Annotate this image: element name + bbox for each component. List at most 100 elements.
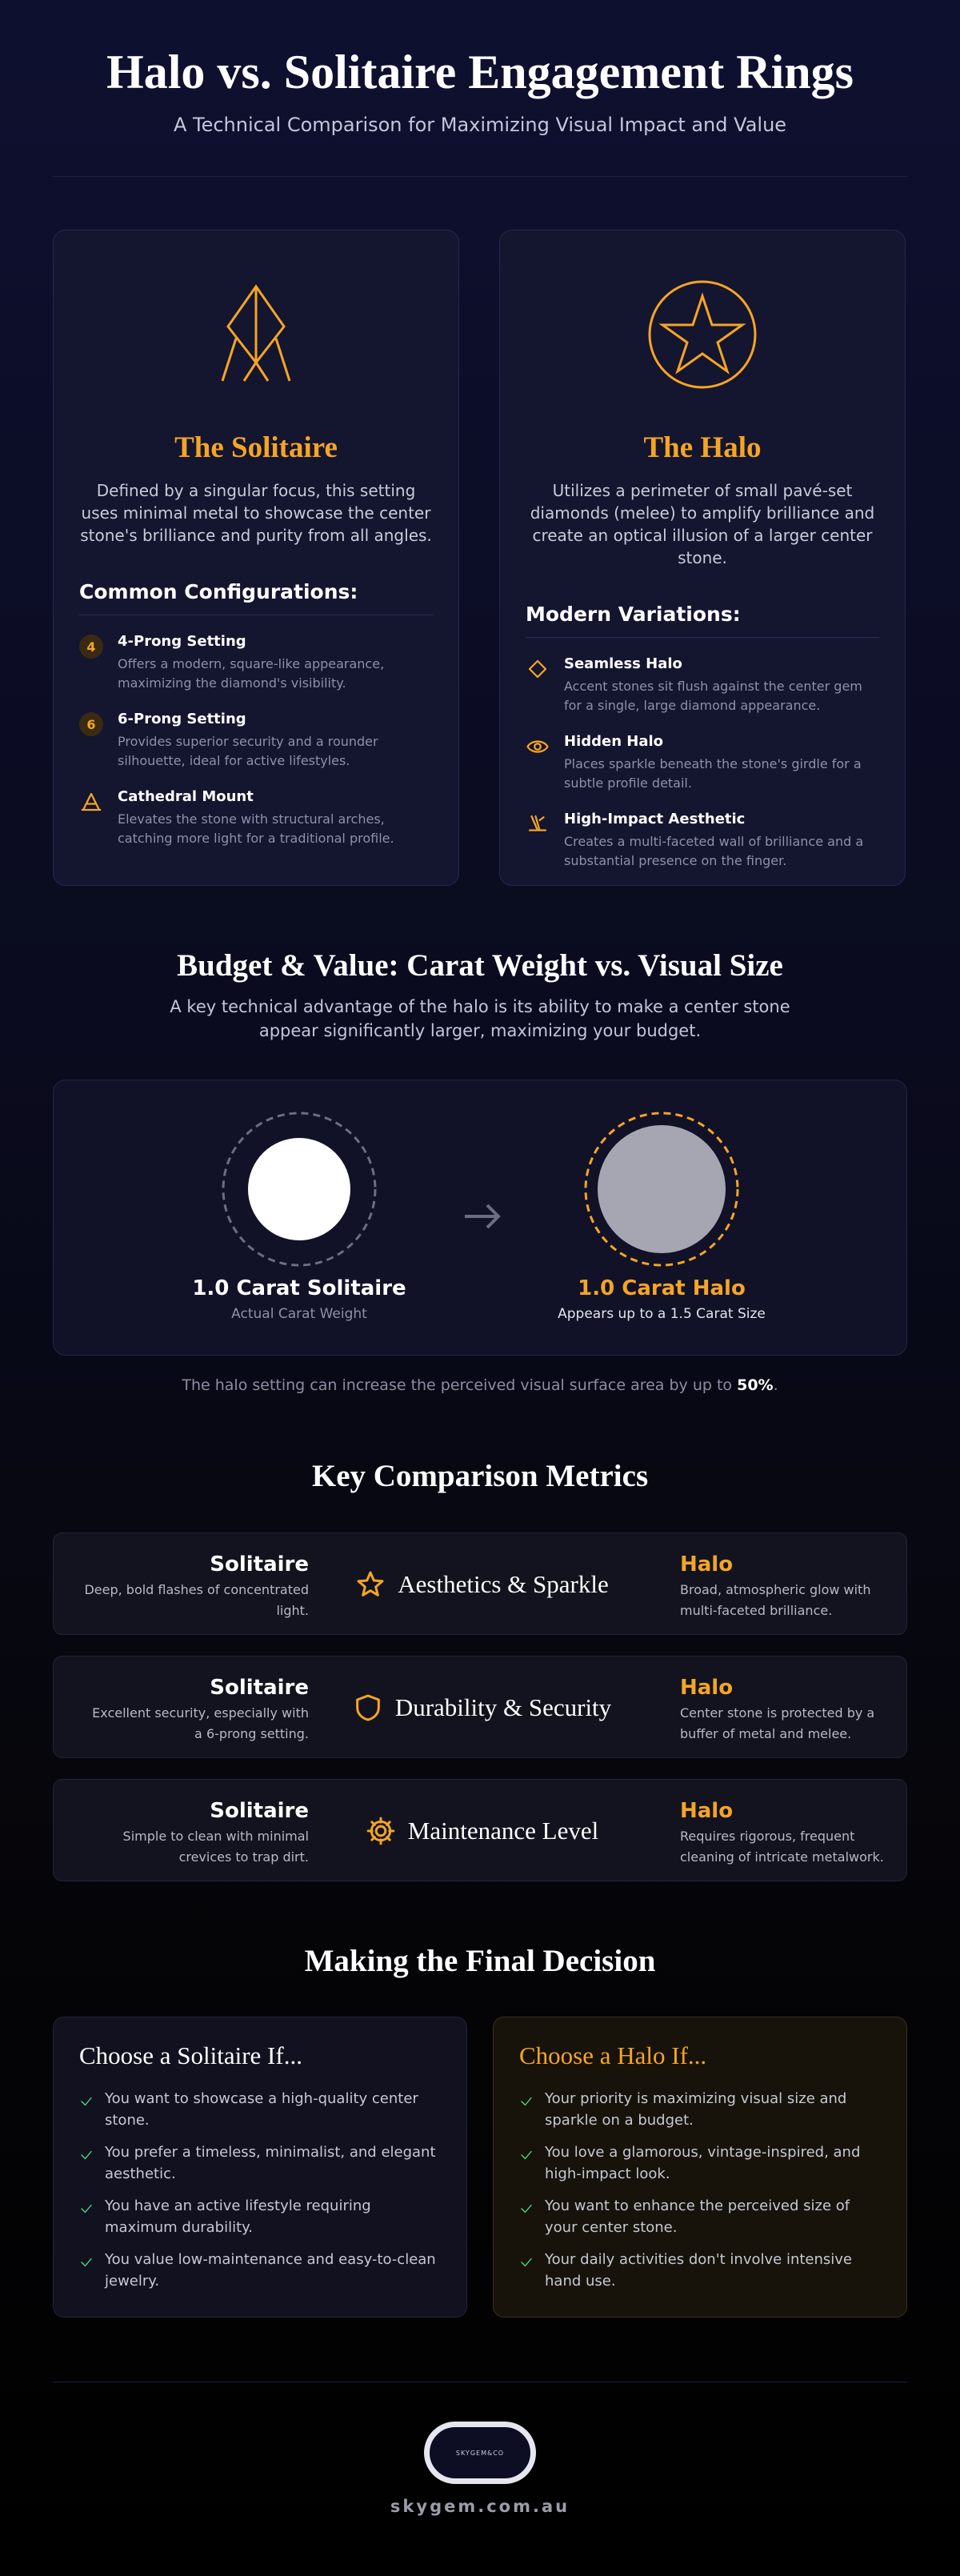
- metric-name: Aesthetics & Sparkle: [294, 1533, 670, 1636]
- icon: [521, 2204, 532, 2213]
- solitaire-decision-card: Choose a Solitaire If... You want to sho…: [53, 2017, 467, 2318]
- variation-list: Seamless Halo Accent stones sit flush aga…: [526, 655, 879, 871]
- icon: [81, 792, 102, 811]
- side-text: Excellent security, especially with a 6-…: [92, 1705, 309, 1741]
- subtitle: A Technical Comparison for Maximizing Vi…: [173, 114, 787, 136]
- halo-label: 1.0 Carat Halo: [578, 1276, 746, 1300]
- list-item: 6 6-Prong Setting Provides superior securi…: [79, 711, 433, 771]
- metric-label: Aesthetics & Sparkle: [398, 1570, 609, 1598]
- metric-row: Solitaire Excellent security, especially …: [53, 1656, 907, 1758]
- card-title: The Solitaire: [174, 431, 338, 464]
- decision-text: You want to showcase a high-quality cent…: [105, 2090, 418, 2129]
- halo-side: Halo Broad, atmospheric glow with multi-f…: [680, 1533, 896, 1621]
- decision-item: You prefer a timeless, minimalist, and e…: [79, 2141, 441, 2185]
- decision-item: You value low-maintenance and easy-to-cl…: [79, 2249, 441, 2292]
- decision-title: Choose a Halo If...: [519, 2041, 707, 2069]
- solitaire-side: Solitaire Simple to clean with minimal cr…: [81, 1780, 309, 1868]
- side-text: Deep, bold flashes of concentrated light…: [84, 1582, 309, 1618]
- note-end: .: [773, 1376, 778, 1394]
- side-title: Halo: [680, 1799, 734, 1823]
- badge: 4: [79, 635, 103, 659]
- icon: [528, 659, 547, 679]
- decision-item: Your daily activities don't involve inte…: [519, 2249, 881, 2292]
- list-title: Common Configurations:: [79, 580, 433, 615]
- item-text: Provides superior security and a rounder…: [118, 734, 378, 768]
- list-item: 4 4-Prong Setting Offers a modern, square-…: [79, 633, 433, 693]
- icon: [521, 2258, 532, 2267]
- badge: 6: [79, 712, 103, 736]
- logo-text: SKYGEM&CO: [455, 2449, 505, 2457]
- icon: [521, 2097, 532, 2106]
- item-body: 6-Prong Setting Provides superior securit…: [118, 711, 433, 771]
- solitaire-icon: [221, 284, 291, 382]
- side-text: Center stone is protected by a buffer of…: [680, 1705, 875, 1741]
- page-title: Halo vs. Solitaire Engagement Rings: [106, 46, 854, 98]
- side-title: Halo: [680, 1552, 734, 1576]
- list-item: High-Impact Aesthetic Creates a multi-fac…: [526, 811, 879, 871]
- metric-name: Durability & Security: [294, 1657, 670, 1759]
- decision-text: You have an active lifestyle requiring m…: [105, 2197, 371, 2236]
- metric-row: Solitaire Simple to clean with minimal cr…: [53, 1779, 907, 1881]
- logo: SKYGEM&CO: [424, 2422, 536, 2484]
- icon: [81, 2150, 92, 2160]
- list-item: Hidden Halo Places sparkle beneath the st…: [526, 733, 879, 793]
- item-title: 6-Prong Setting: [118, 711, 246, 727]
- metric-row: Solitaire Deep, bold flashes of concentra…: [53, 1532, 907, 1635]
- divider: [53, 176, 907, 177]
- section-title: Key Comparison Metrics: [311, 1459, 649, 1493]
- size-comparison: 1.0 Carat Solitaire Actual Carat Weight …: [53, 1080, 907, 1356]
- solitaire-card: The Solitaire Defined by a singular focu…: [53, 230, 459, 886]
- item-title: Hidden Halo: [564, 733, 664, 750]
- decision-item: You have an active lifestyle requiring m…: [79, 2195, 441, 2238]
- halo-decision-card: Choose a Halo If... Your priority is max…: [493, 2017, 907, 2318]
- metric-label: Maintenance Level: [407, 1817, 599, 1845]
- item-text: Elevates the stone with structural arche…: [118, 811, 394, 846]
- item-body: 4-Prong Setting Offers a modern, square-l…: [118, 633, 433, 693]
- item-text: Accent stones sit flush against the cent…: [564, 679, 862, 713]
- decision-item: You want to enhance the perceived size o…: [519, 2195, 881, 2238]
- icon: [366, 1817, 395, 1845]
- decision-text: You value low-maintenance and easy-to-cl…: [105, 2251, 436, 2290]
- halo-stone: [598, 1125, 726, 1253]
- halo-icon: [648, 280, 757, 389]
- decision-text: You prefer a timeless, minimalist, and e…: [105, 2144, 436, 2182]
- solitaire-sublabel: Actual Carat Weight: [231, 1306, 367, 1322]
- halo-sublabel: Appears up to a 1.5 Carat Size: [558, 1306, 766, 1322]
- side-title: Solitaire: [210, 1799, 309, 1823]
- icon: [357, 1571, 384, 1596]
- config-list: 4 4-Prong Setting Offers a modern, square-…: [79, 633, 433, 848]
- icon: [526, 740, 549, 753]
- section-description: A key technical advantage of the halo is…: [170, 997, 790, 1040]
- side-title: Halo: [680, 1676, 734, 1700]
- halo-outline: [584, 1112, 739, 1267]
- halo-side: Halo Requires rigorous, frequent cleaning…: [680, 1780, 896, 1868]
- halo-card: The Halo Utilizes a perimeter of small p…: [499, 230, 906, 886]
- side-text: Simple to clean with minimal crevices to…: [122, 1829, 309, 1865]
- decision-item: You love a glamorous, vintage-inspired, …: [519, 2141, 881, 2185]
- solitaire-label: 1.0 Carat Solitaire: [192, 1276, 406, 1300]
- item-body: Hidden Halo Places sparkle beneath the st…: [564, 733, 879, 793]
- item-text: Offers a modern, square-like appearance,…: [118, 656, 385, 691]
- card-title: The Halo: [643, 431, 762, 464]
- solitaire-side: Solitaire Excellent security, especially …: [81, 1657, 309, 1745]
- icon: [521, 2150, 532, 2160]
- icon: [81, 2097, 92, 2106]
- item-body: Seamless Halo Accent stones sit flush aga…: [564, 655, 879, 715]
- arrow: [465, 1204, 501, 1229]
- list-title: Modern Variations:: [526, 603, 879, 638]
- halo-side: Halo Center stone is protected by a buffe…: [680, 1657, 896, 1745]
- decision-text: Your daily activities don't involve inte…: [545, 2251, 853, 2290]
- card-description: Defined by a singular focus, this settin…: [80, 481, 432, 545]
- decision-item: You want to showcase a high-quality cent…: [79, 2088, 441, 2131]
- icon: [355, 1694, 380, 1721]
- item-text: Creates a multi-faceted wall of brillian…: [564, 834, 864, 868]
- item-title: Cathedral Mount: [118, 788, 254, 805]
- icon: [528, 815, 547, 831]
- side-text: Requires rigorous, frequent cleaning of …: [680, 1829, 884, 1865]
- item-body: Cathedral Mount Elevates the stone with s…: [118, 788, 433, 848]
- solitaire-stone: [248, 1138, 350, 1240]
- section-title: Budget & Value: Carat Weight vs. Visual …: [177, 948, 783, 983]
- card-description: Utilizes a perimeter of small pavé-set d…: [530, 481, 875, 567]
- list-item: Cathedral Mount Elevates the stone with s…: [79, 788, 433, 848]
